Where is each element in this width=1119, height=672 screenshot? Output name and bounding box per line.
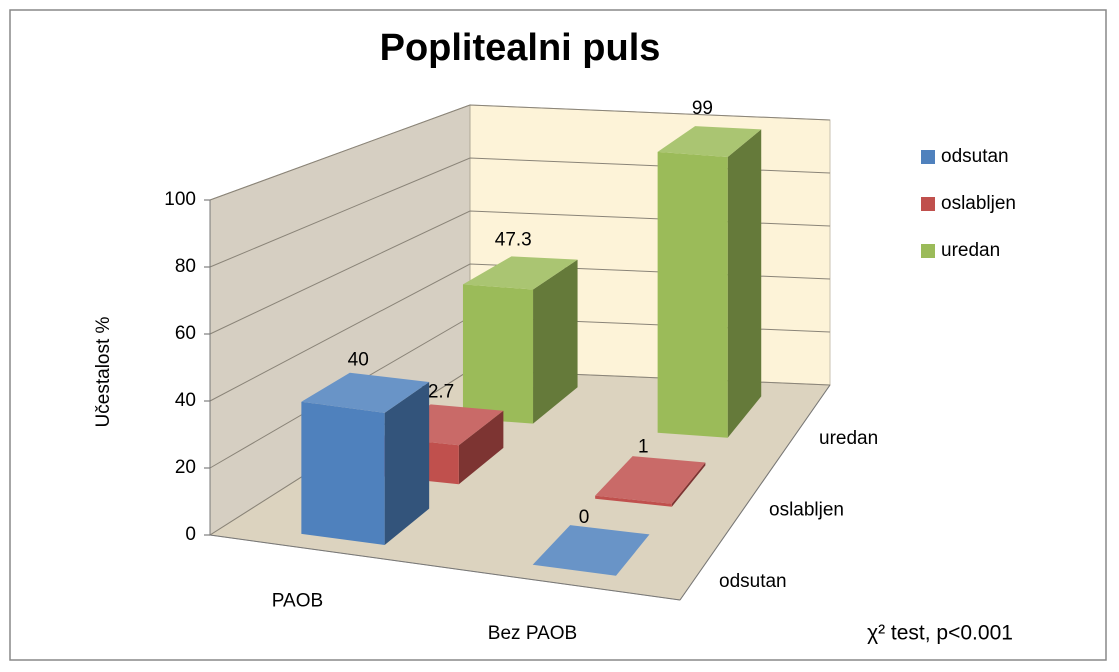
- depth-tick-label: oslabljen: [769, 500, 844, 521]
- bar-top: [301, 372, 430, 413]
- bar-side: [727, 129, 762, 438]
- annotation: χ² test, p<0.001: [867, 622, 1013, 645]
- y-tick-label: 0: [185, 524, 196, 545]
- data-label: 47.3: [495, 229, 532, 250]
- bar: [657, 126, 762, 438]
- depth-tick-label: odsutan: [719, 571, 787, 592]
- bar: [532, 525, 650, 576]
- bar-side: [533, 259, 578, 424]
- chart-title: Poplitealni puls: [380, 27, 661, 69]
- bar-front: [301, 401, 385, 545]
- x-tick-label: PAOB: [272, 590, 323, 611]
- depth-axis: [679, 384, 831, 601]
- bar: [301, 372, 430, 545]
- y-tick-label: 60: [175, 323, 196, 344]
- y-tick-label: 80: [175, 256, 196, 277]
- bar-top: [462, 256, 578, 290]
- legend-label: uredan: [941, 240, 1000, 261]
- y-axis-label: Učestalost %: [93, 316, 114, 427]
- bar-top: [532, 525, 650, 576]
- bar: [462, 256, 578, 424]
- data-label: 40: [348, 349, 369, 370]
- bar-side: [458, 410, 504, 485]
- bar: [595, 456, 706, 507]
- x-axis: [209, 534, 681, 601]
- data-label: 99: [692, 98, 713, 119]
- data-label: 0: [579, 507, 590, 528]
- data-label: 1: [638, 437, 649, 458]
- x-tick-label: Bez PAOB: [488, 623, 577, 644]
- legend-swatch: [921, 150, 935, 164]
- legend-label: odsutan: [941, 146, 1009, 167]
- y-tick-label: 100: [164, 189, 196, 210]
- legend-swatch: [921, 197, 935, 211]
- y-tick-label: 20: [175, 457, 196, 478]
- grid-line: [209, 104, 831, 201]
- bar-side: [671, 462, 706, 507]
- bar-front: [462, 284, 534, 424]
- y-tick-label: 40: [175, 390, 196, 411]
- bar-front: [595, 495, 672, 507]
- bar-top: [657, 126, 762, 157]
- bar-front: [657, 151, 728, 438]
- legend-label: oslabljen: [941, 193, 1016, 214]
- depth-tick-label: uredan: [819, 428, 878, 449]
- bar-side: [384, 382, 430, 545]
- bar-top: [595, 456, 706, 504]
- legend-swatch: [921, 244, 935, 258]
